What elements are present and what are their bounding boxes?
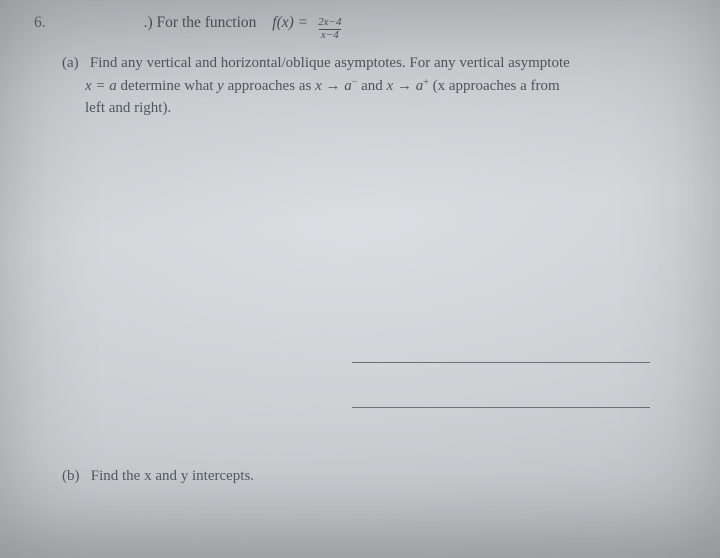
- fraction-denominator: x−4: [319, 29, 341, 42]
- part-b-label: (b): [62, 468, 80, 484]
- part-a-label: (a): [62, 55, 79, 71]
- superscript-plus: +: [423, 77, 429, 88]
- part-a: (a) Find any vertical and horizontal/obl…: [62, 53, 686, 119]
- part-a-line1: Find any vertical and horizontal/oblique…: [90, 55, 570, 71]
- question-leadin: .) For the function: [144, 14, 257, 32]
- function-fraction: 2x−4 x−4: [316, 17, 343, 41]
- superscript-minus: −: [352, 77, 358, 88]
- part-a-and: and: [361, 78, 386, 94]
- function-lhs: f(x) =: [272, 14, 308, 32]
- part-a-y: y: [217, 78, 224, 94]
- answer-lines: [352, 362, 650, 452]
- part-a-xa: x = a: [85, 78, 117, 94]
- part-a-line3: left and right).: [85, 100, 171, 116]
- question-number: 6.: [34, 14, 46, 32]
- part-a-xaplus: x → a: [387, 78, 424, 94]
- part-a-mid1: determine what: [121, 78, 218, 94]
- fraction-numerator: 2x−4: [316, 17, 343, 29]
- question-header: 6. .) For the function f(x) = 2x−4 x−4: [34, 14, 686, 43]
- answer-line-2: [352, 407, 650, 408]
- part-a-mid2: approaches as: [228, 78, 315, 94]
- part-a-xaminus: x → a: [315, 78, 352, 94]
- worksheet-page: 6. .) For the function f(x) = 2x−4 x−4 (…: [0, 0, 720, 558]
- part-b-text: Find the x and y intercepts.: [91, 468, 254, 484]
- answer-line-1: [352, 362, 650, 363]
- part-b: (b) Find the x and y intercepts.: [62, 468, 254, 485]
- part-a-paren: (x approaches a from: [433, 78, 560, 94]
